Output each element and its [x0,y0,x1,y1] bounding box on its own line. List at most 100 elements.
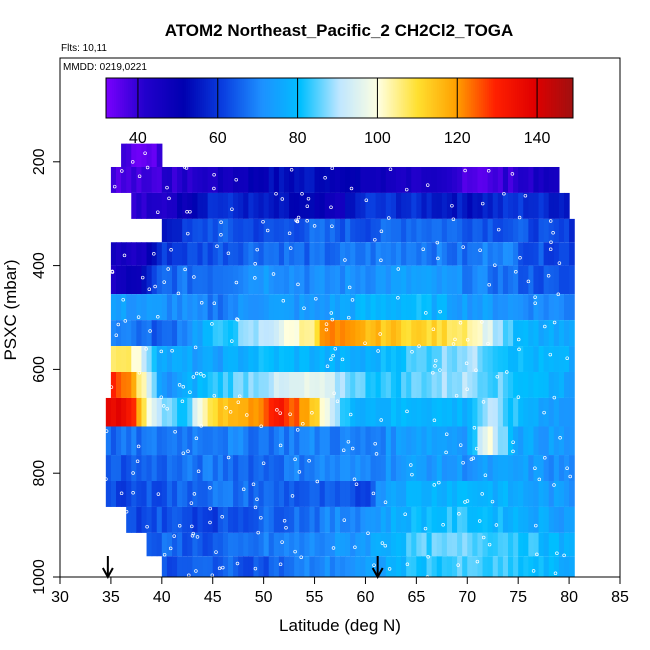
heatmap-cell [385,294,392,321]
sample-point [350,446,355,451]
heatmap-cell [543,556,550,577]
heatmap-cell [340,265,346,295]
sample-point [352,477,357,482]
heatmap-cell [289,242,295,266]
heatmap-cell [141,455,148,481]
heatmap-cell [248,265,255,295]
heatmap-cell [370,455,377,481]
heatmap-cell [243,397,249,427]
x-axis-label: Latitude (deg N) [279,616,401,635]
heatmap-cell [156,166,163,193]
heatmap-cell [182,455,188,481]
heatmap-cell [396,455,402,481]
heatmap-cell [406,556,412,577]
heatmap-cell [446,294,453,321]
sample-point [379,418,383,422]
heatmap-cell [314,265,321,295]
heatmap-cell [161,346,168,372]
heatmap-cell [513,242,519,266]
heatmap-cell [502,506,509,533]
heatmap-cell [390,455,397,481]
heatmap-cell [553,294,560,321]
heatmap-cell [385,426,392,456]
heatmap-cell [243,265,249,295]
sample-point [212,186,216,191]
colorbar-swatch [175,78,179,118]
heatmap-cell [436,346,443,372]
heatmap-cell [207,192,214,219]
heatmap-cell [319,480,326,507]
heatmap-cell [233,426,239,456]
heatmap-cell [258,218,265,243]
heatmap-cell [309,397,316,427]
heatmap-cell [243,192,249,219]
heatmap-cell [222,166,229,193]
heatmap-cell [385,242,392,266]
colorbar-swatch [329,78,333,118]
heatmap-cell [518,506,524,533]
heatmap-cell [462,346,468,372]
sample-point [130,160,135,164]
heatmap-cell [564,480,570,507]
heatmap-cell [207,556,214,577]
colorbar-swatch [461,78,464,118]
heatmap-cell [222,480,229,507]
heatmap-cell [548,532,555,557]
heatmap-cell [355,265,361,295]
sample-point [199,301,204,305]
heatmap-cell [263,397,270,427]
heatmap-cell [151,480,158,507]
heatmap-cell [116,265,122,295]
colorbar-swatch [553,78,556,118]
heatmap-cell [172,480,178,507]
sample-point [454,393,459,398]
colorbar-swatch [549,78,552,118]
heatmap-cell [518,532,524,557]
heatmap-cell [345,166,351,193]
heatmap-cell [319,455,326,481]
colorbar-swatch [459,78,462,118]
heatmap-cell [248,320,255,347]
heatmap-cell [136,192,143,219]
heatmap-cell [278,506,285,533]
heatmap-cell [334,506,341,533]
heatmap-cell [263,346,270,372]
sample-point [195,535,200,539]
heatmap-cell [518,455,524,481]
sample-point [306,196,311,201]
heatmap-cell [467,480,473,507]
sample-point [212,172,216,177]
sample-point [226,455,231,460]
colorbar-swatch [363,78,366,118]
sample-point [523,193,528,198]
heatmap-cell [441,397,448,427]
heatmap-cell [482,320,489,347]
sample-point [421,247,425,251]
sample-point [253,566,258,571]
colorbar-swatch [303,78,307,118]
heatmap-cell [467,372,473,398]
heatmap-cell [365,372,372,398]
heatmap-cell [513,265,519,295]
heatmap-cell [513,320,519,347]
heatmap-cell [207,506,214,533]
heatmap-cell [513,506,519,533]
heatmap-cell [324,455,331,481]
heatmap-cell [289,320,295,347]
heatmap-cell [482,166,489,193]
heatmap-cell [263,556,270,577]
heatmap-cell [390,532,397,557]
heatmap-cell [192,346,199,372]
date-annotation: MMDD: 0219,0221 [63,62,147,73]
colorbar-swatch [185,78,189,118]
heatmap-cell [136,346,143,372]
heatmap-cell [360,556,367,577]
colorbar-swatch [345,78,348,118]
heatmap-cell [329,265,336,295]
sample-point [189,501,194,505]
heatmap-cell [441,192,448,219]
sample-point [255,497,259,502]
heatmap-cell [212,426,219,456]
colorbar-tick-label: 80 [289,130,307,147]
x-tick-label: 85 [611,589,629,606]
